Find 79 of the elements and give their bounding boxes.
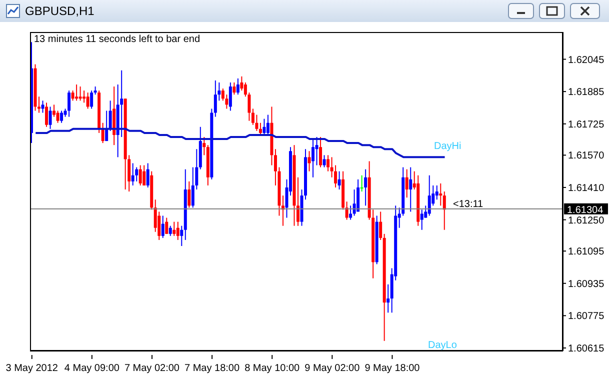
x-tick-label: 9 May 18:00 <box>364 363 420 374</box>
candlestick <box>405 168 408 198</box>
y-tick-label: 1.60775 <box>568 311 605 322</box>
candlestick <box>420 209 424 230</box>
candlestick <box>180 225 184 247</box>
y-tick-label: 1.60615 <box>568 344 605 355</box>
x-tick-label: 7 May 18:00 <box>184 363 240 374</box>
candlestick <box>319 136 322 168</box>
candlestick <box>262 118 266 136</box>
candlestick <box>308 150 311 172</box>
y-tick-label: 1.61725 <box>568 119 605 130</box>
candlestick <box>338 170 341 190</box>
candlestick <box>176 221 180 240</box>
y-tick-label: 1.61570 <box>568 150 605 162</box>
candlestick <box>78 86 82 102</box>
candlestick <box>409 166 412 212</box>
candlestick <box>322 154 326 168</box>
candlestick <box>82 90 86 104</box>
candlestick <box>214 80 217 118</box>
annotation: <13:11 <box>453 199 484 210</box>
candlestick <box>101 122 104 144</box>
candlestick <box>75 84 78 102</box>
candlestick <box>131 162 134 186</box>
candlestick <box>60 110 64 124</box>
y-tick-label: 1.61250 <box>568 215 605 226</box>
x-tick-label: 9 May 02:00 <box>304 363 360 374</box>
candlestick <box>105 110 108 142</box>
candlestick <box>442 191 446 230</box>
candlestick <box>165 217 168 234</box>
annotation: 13 minutes 11 seconds left to bar end <box>34 34 200 45</box>
x-tick-label: 8 May 10:00 <box>244 363 300 374</box>
y-tick-label: 1.60935 <box>568 278 605 290</box>
candlestick <box>379 211 382 240</box>
candlestick <box>315 136 318 166</box>
candlestick <box>360 174 364 192</box>
candlestick <box>326 154 330 172</box>
candlestick <box>146 162 150 188</box>
candlestick <box>439 182 442 206</box>
candlestick <box>349 205 352 220</box>
candlestick <box>312 138 315 178</box>
candlestick <box>108 100 112 132</box>
ref-line-label: 1.61304 <box>567 204 604 216</box>
annotation: DayLo <box>428 340 457 351</box>
candlestick <box>41 100 44 114</box>
candlestick <box>172 221 176 236</box>
candlestick <box>236 78 240 96</box>
candlestick <box>240 76 244 92</box>
y-tick-label: 1.61095 <box>568 246 605 258</box>
candlestick <box>228 82 232 112</box>
candlestick <box>45 102 48 128</box>
candlestick <box>142 164 146 186</box>
y-tick-label: 1.61410 <box>568 183 605 194</box>
candlestick <box>428 174 431 216</box>
candlestick <box>232 82 236 96</box>
candlestick <box>68 90 71 118</box>
candlestick <box>135 166 138 182</box>
x-tick-label: 3 May 2012 <box>6 363 58 374</box>
candlestick <box>364 168 368 206</box>
y-tick-label: 1.62045 <box>568 54 605 66</box>
candlestick <box>138 164 142 186</box>
candlestick <box>258 122 262 136</box>
candlestick <box>168 225 172 236</box>
candlestick <box>86 92 90 110</box>
candlestick <box>202 136 206 156</box>
candlestick <box>188 180 191 208</box>
candlestick <box>266 114 270 136</box>
candlestick <box>296 176 300 226</box>
candlestick <box>56 110 60 124</box>
candlestick <box>48 106 52 130</box>
annotation: DayHi <box>434 141 462 152</box>
y-tick-label: 1.61885 <box>568 87 605 98</box>
x-tick-label: 4 May 09:00 <box>64 363 120 374</box>
candlestick <box>435 184 438 200</box>
candlestick <box>386 284 390 314</box>
candlestick <box>90 90 94 110</box>
candlestick <box>52 104 56 118</box>
chart-title: GBPUSD,H1 <box>25 4 94 18</box>
candlestick <box>161 215 164 238</box>
x-tick-label: 7 May 02:00 <box>124 363 180 374</box>
